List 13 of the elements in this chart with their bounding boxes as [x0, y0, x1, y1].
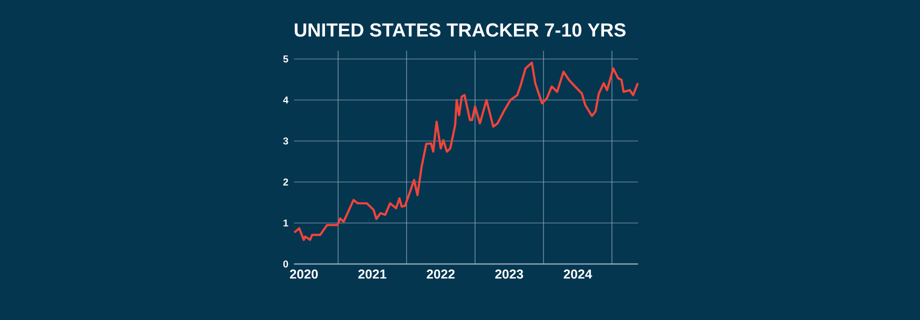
x-tick-label: 2022 [426, 270, 455, 279]
x-tick-label: 2023 [495, 270, 524, 279]
x-tick-label: 2020 [290, 270, 318, 279]
x-tick-label: 2021 [358, 270, 386, 279]
y-tick-label: 3 [283, 137, 288, 145]
chart-title: UNITED STATES TRACKER 7-10 YRS [294, 23, 626, 37]
x-tick-label: 2024 [564, 270, 592, 279]
y-tick-label: 2 [283, 178, 288, 186]
y-tick-label: 0 [283, 260, 288, 268]
y-tick-label: 1 [284, 220, 288, 226]
y-tick-label: 5 [283, 56, 288, 62]
line-series [293, 62, 639, 241]
y-tick-label: 4 [283, 96, 288, 104]
